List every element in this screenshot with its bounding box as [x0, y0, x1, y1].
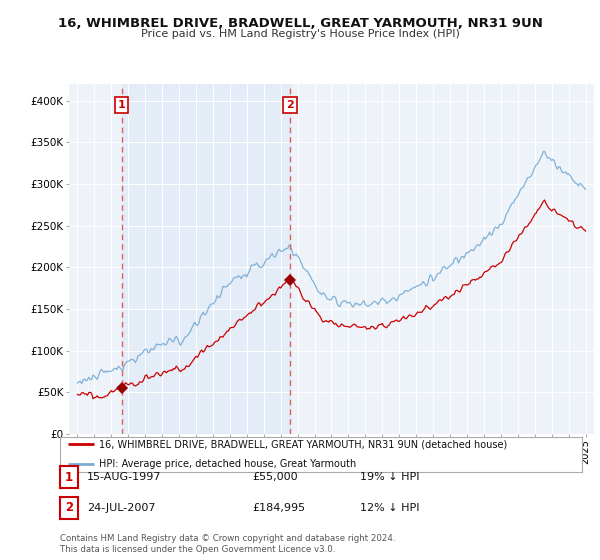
Text: 16, WHIMBREL DRIVE, BRADWELL, GREAT YARMOUTH, NR31 9UN: 16, WHIMBREL DRIVE, BRADWELL, GREAT YARM…: [58, 17, 542, 30]
Text: 19% ↓ HPI: 19% ↓ HPI: [360, 472, 419, 482]
Text: Price paid vs. HM Land Registry's House Price Index (HPI): Price paid vs. HM Land Registry's House …: [140, 29, 460, 39]
Text: 2: 2: [286, 100, 294, 110]
Bar: [122, 84, 290, 434]
Text: 12% ↓ HPI: 12% ↓ HPI: [360, 503, 419, 513]
Text: £184,995: £184,995: [252, 503, 305, 513]
Text: 2: 2: [65, 501, 73, 515]
Text: HPI: Average price, detached house, Great Yarmouth: HPI: Average price, detached house, Grea…: [99, 459, 356, 469]
Text: 16, WHIMBREL DRIVE, BRADWELL, GREAT YARMOUTH, NR31 9UN (detached house): 16, WHIMBREL DRIVE, BRADWELL, GREAT YARM…: [99, 440, 508, 450]
Text: Contains HM Land Registry data © Crown copyright and database right 2024.
This d: Contains HM Land Registry data © Crown c…: [60, 534, 395, 554]
Text: 24-JUL-2007: 24-JUL-2007: [87, 503, 155, 513]
Text: £55,000: £55,000: [252, 472, 298, 482]
Text: 1: 1: [65, 470, 73, 484]
Text: 1: 1: [118, 100, 126, 110]
Text: 15-AUG-1997: 15-AUG-1997: [87, 472, 161, 482]
